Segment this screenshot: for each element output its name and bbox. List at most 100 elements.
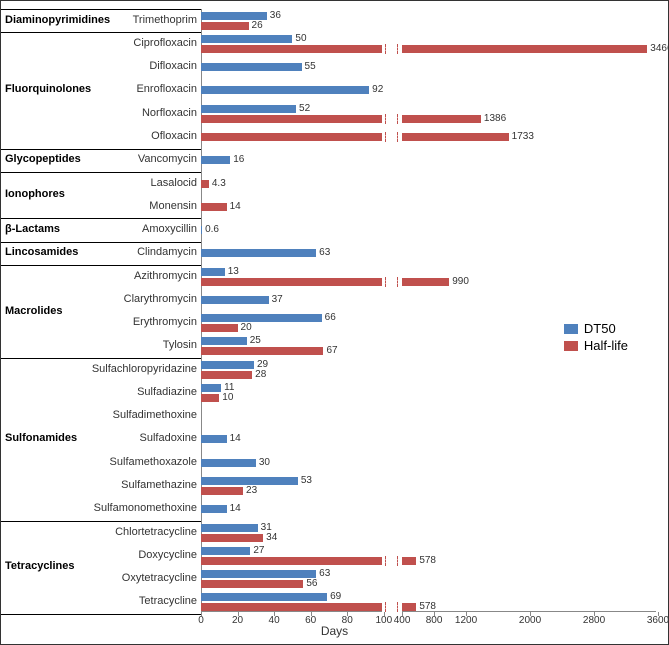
x-tick-label: 20 xyxy=(232,615,243,626)
bar-dt50 xyxy=(201,459,256,467)
bar-dt50 xyxy=(201,593,327,601)
bar-dt50 xyxy=(201,105,296,113)
bar-halflife xyxy=(201,278,384,286)
bar-value-label: 66 xyxy=(325,312,336,323)
bar-value-label: 578 xyxy=(419,555,436,566)
drug-label: Sulfadoxine xyxy=(140,432,198,444)
bar-value-label: 1386 xyxy=(484,113,506,124)
drug-label: Ciprofloxacin xyxy=(133,37,197,49)
axis-break-marker xyxy=(382,556,402,566)
drug-label: Tylosin xyxy=(163,339,197,351)
bar-halflife xyxy=(201,180,209,188)
legend-swatch-halflife xyxy=(564,341,578,351)
bar-halflife xyxy=(201,603,384,611)
legend-item-halflife: Half-life xyxy=(564,338,628,353)
bar-value-label: 36 xyxy=(270,10,281,21)
bar-dt50 xyxy=(201,384,221,392)
bar-value-label: 52 xyxy=(299,103,310,114)
group-divider xyxy=(1,614,201,615)
group-label: Diaminopyrimidines xyxy=(5,14,110,26)
group-label: Tetracyclines xyxy=(5,560,75,572)
bar-dt50 xyxy=(201,296,269,304)
bar-dt50 xyxy=(201,570,316,578)
drug-label: Sulfamonomethoxine xyxy=(94,502,197,514)
bar-halflife-seg2 xyxy=(402,557,416,565)
bar-value-label: 92 xyxy=(372,84,383,95)
group-divider xyxy=(1,265,201,266)
x-tick-label: 400 xyxy=(394,615,411,626)
group-label: Lincosamides xyxy=(5,246,78,258)
bar-halflife xyxy=(201,324,238,332)
group-divider xyxy=(1,149,201,150)
axis-break-marker xyxy=(382,277,402,287)
bar-halflife xyxy=(201,203,227,211)
drug-label: Lasalocid xyxy=(151,177,197,189)
bar-value-label: 28 xyxy=(255,369,266,380)
drug-label: Sulfamethoxazole xyxy=(110,456,197,468)
x-tick-label: 60 xyxy=(305,615,316,626)
bar-dt50 xyxy=(201,249,316,257)
bar-dt50 xyxy=(201,361,254,369)
bar-value-label: 578 xyxy=(419,601,436,612)
x-tick-label: 100 xyxy=(375,615,392,626)
y-axis-line xyxy=(201,9,202,612)
chart-container: DiaminopyrimidinesFluorquinolonesGlycope… xyxy=(0,0,669,645)
drug-label: Difloxacin xyxy=(149,60,197,72)
drug-label: Clarythromycin xyxy=(124,293,197,305)
bar-dt50 xyxy=(201,547,250,555)
bar-value-label: 3466 xyxy=(650,43,669,54)
x-tick-label: 2000 xyxy=(519,615,541,626)
bar-halflife-seg2 xyxy=(402,115,481,123)
bar-value-label: 69 xyxy=(330,591,341,602)
bar-value-label: 1733 xyxy=(512,131,534,142)
drug-label: Vancomycin xyxy=(138,153,197,165)
bar-value-label: 26 xyxy=(252,20,263,31)
bar-halflife xyxy=(201,487,243,495)
bar-halflife-seg2 xyxy=(402,278,449,286)
bar-value-label: 30 xyxy=(259,457,270,468)
drug-label: Sulfadiazine xyxy=(137,386,197,398)
drug-label: Monensin xyxy=(149,200,197,212)
group-divider xyxy=(1,358,201,359)
bar-value-label: 63 xyxy=(319,568,330,579)
drug-label: Tetracycline xyxy=(139,595,197,607)
group-label: Fluorquinolones xyxy=(5,83,91,95)
drug-label: Enrofloxacin xyxy=(136,83,197,95)
legend-label-halflife: Half-life xyxy=(584,338,628,353)
legend: DT50 Half-life xyxy=(564,321,628,355)
bar-dt50 xyxy=(201,337,247,345)
drug-label: Clindamycin xyxy=(137,246,197,258)
axis-break-marker xyxy=(382,602,402,612)
group-label: β-Lactams xyxy=(5,223,60,235)
group-divider xyxy=(1,218,201,219)
bar-dt50 xyxy=(201,86,369,94)
drug-label: Norfloxacin xyxy=(142,107,197,119)
bar-dt50 xyxy=(201,314,322,322)
drug-label: Doxycycline xyxy=(138,549,197,561)
bar-dt50 xyxy=(201,435,227,443)
bar-dt50 xyxy=(201,226,202,234)
bar-dt50 xyxy=(201,505,227,513)
bar-halflife xyxy=(201,557,384,565)
bar-dt50 xyxy=(201,156,230,164)
group-divider xyxy=(1,9,201,10)
bar-value-label: 67 xyxy=(326,345,337,356)
x-tick-label: 3600 xyxy=(647,615,669,626)
bar-value-label: 13 xyxy=(228,266,239,277)
bar-halflife-seg2 xyxy=(402,603,416,611)
drug-label: Azithromycin xyxy=(134,270,197,282)
bar-halflife xyxy=(201,371,252,379)
bar-dt50 xyxy=(201,63,302,71)
bar-value-label: 34 xyxy=(266,532,277,543)
group-divider xyxy=(1,242,201,243)
bar-dt50 xyxy=(201,477,298,485)
bar-value-label: 990 xyxy=(452,276,469,287)
bar-value-label: 14 xyxy=(230,433,241,444)
drug-label: Amoxycillin xyxy=(142,223,197,235)
bar-value-label: 20 xyxy=(241,322,252,333)
drug-label: Chlortetracycline xyxy=(115,526,197,538)
group-divider xyxy=(1,172,201,173)
bar-value-label: 50 xyxy=(295,33,306,44)
bar-value-label: 37 xyxy=(272,294,283,305)
bar-halflife xyxy=(201,394,219,402)
